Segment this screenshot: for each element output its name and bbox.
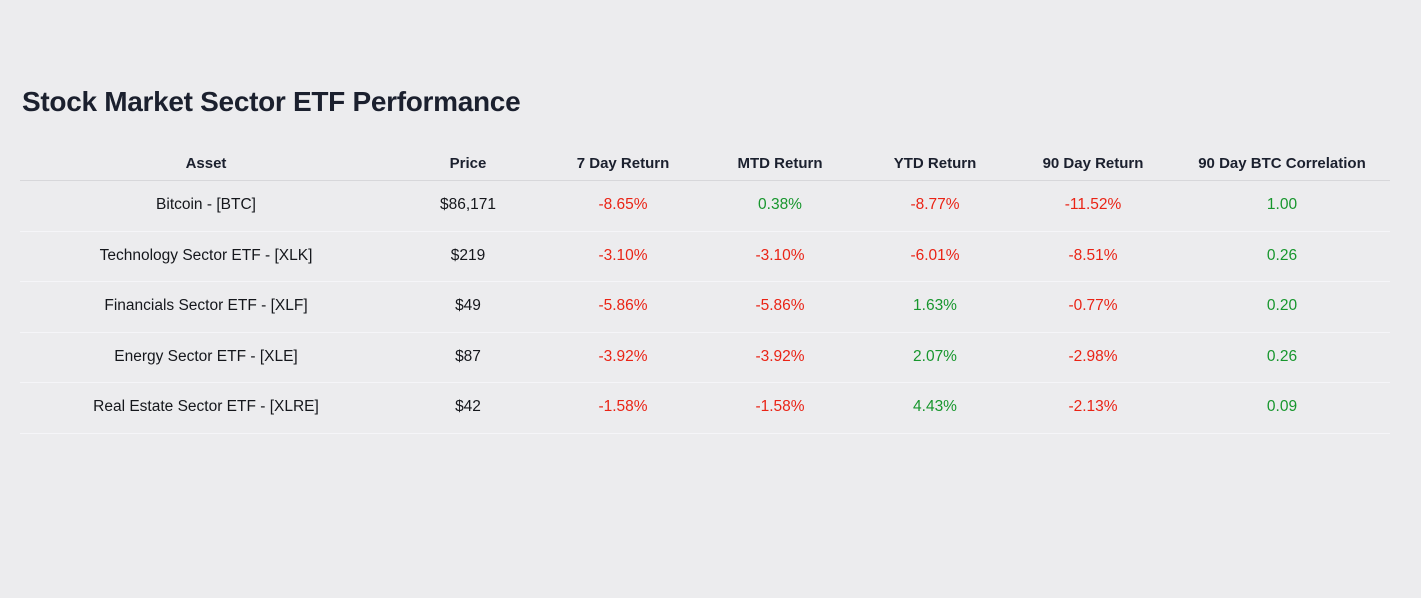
table-header-row: Asset Price 7 Day Return MTD Return YTD … [20, 148, 1390, 181]
column-header-90-day-btc-correlation: 90 Day BTC Correlation [1198, 155, 1366, 172]
90-day-return-cell: -11.52% [1064, 196, 1122, 214]
column-header-mtd-return: MTD Return [737, 155, 823, 172]
page-title: Stock Market Sector ETF Performance [22, 86, 521, 117]
mtd-return-cell: -3.92% [755, 347, 805, 365]
btc-correlation-cell: 0.26 [1266, 246, 1298, 264]
column-header-90-day-return: 90 Day Return [1042, 155, 1144, 172]
btc-correlation-cell: 1.00 [1266, 196, 1298, 214]
asset-cell: Real Estate Sector ETF - [XLRE] [93, 398, 319, 416]
asset-cell: Bitcoin - [BTC] [156, 196, 256, 214]
btc-correlation-cell: 0.09 [1266, 398, 1298, 416]
ytd-return-cell: 1.63% [913, 297, 957, 315]
90-day-return-cell: -2.98% [1068, 347, 1118, 365]
mtd-return-cell: -1.58% [755, 398, 805, 416]
btc-correlation-cell: 0.26 [1266, 347, 1298, 365]
asset-cell: Financials Sector ETF - [XLF] [104, 297, 308, 315]
etf-performance-table: Asset Price 7 Day Return MTD Return YTD … [20, 148, 1390, 434]
table-row-xlre: Real Estate Sector ETF - [XLRE] $42 -1.5… [20, 383, 1390, 434]
asset-cell: Energy Sector ETF - [XLE] [114, 347, 298, 365]
btc-correlation-cell: 0.20 [1266, 297, 1298, 315]
ytd-return-cell: -8.77% [910, 196, 960, 214]
mtd-return-cell: 0.38% [758, 196, 802, 214]
90-day-return-cell: -0.77% [1068, 297, 1118, 315]
column-header-7-day-return: 7 Day Return [576, 155, 670, 172]
table-row-xle: Energy Sector ETF - [XLE] $87 -3.92% -3.… [20, 333, 1390, 383]
mtd-return-cell: -5.86% [755, 297, 805, 315]
price-cell: $87 [455, 347, 481, 365]
ytd-return-cell: 2.07% [913, 347, 957, 365]
90-day-return-cell: -2.13% [1068, 398, 1118, 416]
table-row-xlk: Technology Sector ETF - [XLK] $219 -3.10… [20, 232, 1390, 282]
price-cell: $49 [455, 297, 481, 315]
price-cell: $86,171 [439, 196, 497, 214]
price-cell: $219 [450, 246, 486, 264]
7-day-return-cell: -8.65% [598, 196, 648, 214]
7-day-return-cell: -3.92% [598, 347, 648, 365]
mtd-return-cell: -3.10% [755, 246, 805, 264]
column-header-asset: Asset [185, 155, 227, 172]
7-day-return-cell: -1.58% [598, 398, 648, 416]
table-row-xlf: Financials Sector ETF - [XLF] $49 -5.86%… [20, 282, 1390, 333]
price-cell: $42 [455, 398, 481, 416]
7-day-return-cell: -3.10% [598, 246, 648, 264]
asset-cell: Technology Sector ETF - [XLK] [99, 246, 313, 264]
ytd-return-cell: -6.01% [910, 246, 960, 264]
table-row-bitcoin: Bitcoin - [BTC] $86,171 -8.65% 0.38% -8.… [20, 181, 1390, 232]
ytd-return-cell: 4.43% [913, 398, 957, 416]
90-day-return-cell: -8.51% [1068, 246, 1118, 264]
column-header-ytd-return: YTD Return [893, 155, 977, 172]
7-day-return-cell: -5.86% [598, 297, 648, 315]
column-header-price: Price [449, 155, 487, 172]
page-root: Stock Market Sector ETF Performance Asse… [0, 86, 1421, 598]
